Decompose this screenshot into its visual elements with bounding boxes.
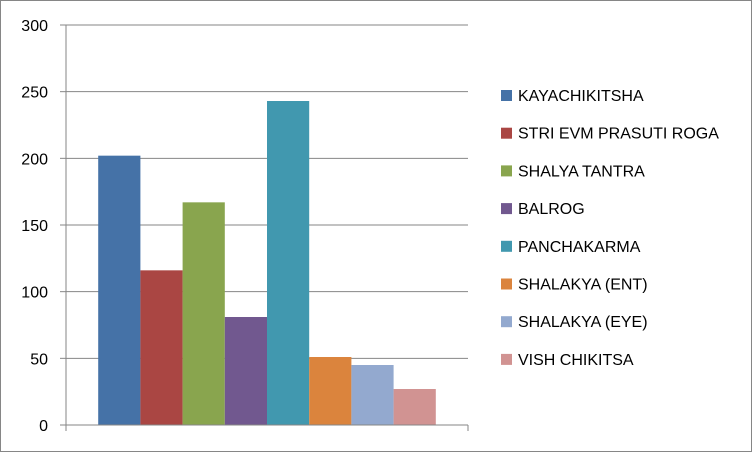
bar-panchakarma — [267, 101, 310, 425]
y-tick-label: 200 — [21, 151, 48, 168]
y-tick-label: 300 — [21, 18, 48, 35]
legend-swatch — [501, 203, 512, 215]
y-tick-label: 250 — [21, 85, 48, 102]
legend-label: SHALAKYA (ENT) — [518, 277, 648, 294]
legend-swatch — [501, 90, 512, 101]
y-tick-label: 0 — [39, 418, 48, 435]
y-tick-label: 100 — [21, 285, 48, 302]
legend-swatch — [501, 353, 512, 365]
legend: KAYACHIKITSHA STRI EVM PRASUTI ROGA SHALYA… — [501, 88, 719, 369]
bar-shalakya-eye — [351, 365, 394, 425]
legend-label: PANCHAKARMA — [518, 239, 641, 256]
legend-label: KAYACHIKITSHA — [518, 88, 644, 105]
legend-swatch — [501, 316, 512, 328]
bar-shalakya-ent — [309, 357, 352, 425]
legend-label: VISH CHIKITSA — [518, 352, 634, 369]
legend-label: SHALYA TANTRA — [518, 163, 645, 180]
bar-kayachikitsha — [98, 155, 141, 425]
bar-vish-chikitsa — [393, 389, 436, 425]
legend-swatch — [501, 127, 512, 139]
legend-label: BALROG — [518, 201, 585, 218]
y-tick-label: 150 — [21, 218, 48, 235]
bar-balrog — [224, 317, 267, 425]
legend-swatch — [501, 278, 512, 290]
bar-shalya-tantra — [182, 202, 225, 425]
legend-label: SHALAKYA (EYE) — [518, 314, 648, 331]
legend-swatch — [501, 165, 512, 177]
bars — [98, 101, 436, 425]
axes: 0 50 100 150 200 250 300 — [21, 18, 469, 435]
bar-stri-evm-prasuti-roga — [140, 270, 183, 425]
y-tick-label: 50 — [30, 351, 48, 368]
legend-swatch — [501, 240, 512, 252]
legend-label: STRI EVM PRASUTI ROGA — [518, 126, 719, 143]
